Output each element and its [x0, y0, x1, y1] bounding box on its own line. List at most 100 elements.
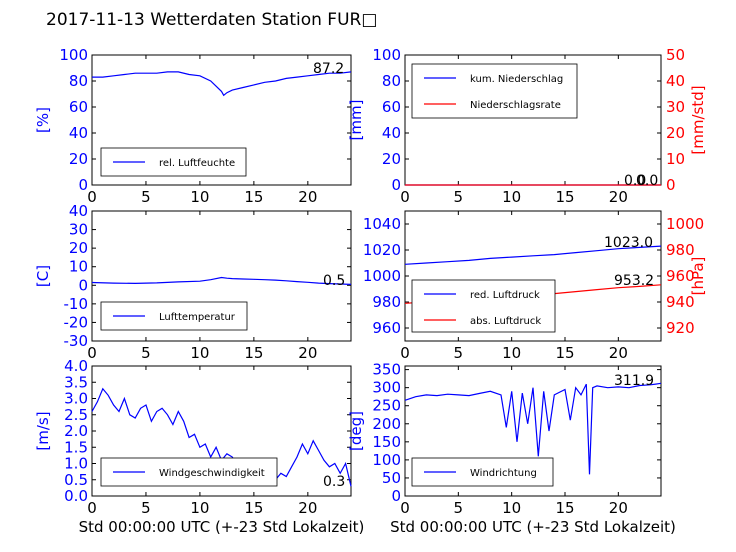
x-tick-label: 10 [502, 344, 521, 362]
x-tick-label: 15 [244, 499, 263, 517]
legend-label: kum. Niederschlag [470, 74, 563, 85]
x-tick-label: 5 [454, 188, 464, 206]
x-tick-label: 0 [87, 188, 97, 206]
panel-wind-direction: 0 5 10 15 20050100150200250300350[deg]Windri… [347, 361, 662, 517]
y2-tick-label: 50 [666, 46, 685, 64]
panel-humidity: 0 5 10 15 20 0 20 40 60 80 100 [%] rel. Luftfeuchte 8… [34, 46, 352, 206]
legend-label: abs. Luftdruck [470, 316, 541, 327]
y-tick-label: 2.5 [64, 406, 88, 424]
y-tick-label: 350 [372, 361, 401, 379]
y-tick-label: 80 [382, 72, 401, 90]
y-tick-label: 200 [372, 415, 401, 433]
y-tick-label: 50 [382, 469, 401, 487]
y2-tick-label: 10 [666, 150, 685, 168]
y-axis-label: [C] [34, 265, 52, 287]
x-tick-label: 5 [141, 344, 151, 362]
x-tick-label: 5 [141, 499, 151, 517]
y-tick-label: 150 [372, 433, 401, 451]
y2-axis-label: [hPa] [689, 257, 707, 296]
panel-temperature: 0 5 10 15 20-30-20-10010203040[C]Lufttempera… [34, 202, 352, 362]
series-line-0 [92, 71, 352, 97]
x-tick-label: 20 [298, 499, 317, 517]
y2-tick-label: 940 [666, 293, 695, 311]
series-line-0 [404, 382, 662, 475]
y-tick-label: 250 [372, 397, 401, 415]
y-tick-label: 1.5 [64, 438, 88, 456]
y-tick-label: 0 [391, 176, 401, 194]
y-tick-label: 1020 [363, 241, 401, 259]
panel-precipitation: 0 5 10 15 20 0 20 40 60 80 100 [mm] 0 10 20 30 40 50 [mm/s… [347, 46, 707, 206]
x-tick-label: 15 [244, 188, 263, 206]
y-tick-label: 980 [372, 293, 401, 311]
y-axis-label: [deg] [347, 411, 365, 451]
x-tick-label: 10 [190, 344, 209, 362]
x-tick-label: 20 [609, 188, 628, 206]
x-tick-label: 15 [555, 499, 574, 517]
y-tick-label: 2.0 [64, 422, 88, 440]
x-tick-label: 10 [502, 499, 521, 517]
y-tick-label: 100 [59, 46, 88, 64]
y-tick-label: 20 [69, 239, 88, 257]
y-tick-label: 0 [78, 276, 88, 294]
y-tick-label: 100 [372, 451, 401, 469]
last-value-label: 0.5 [323, 273, 345, 289]
y-axis-label: [m/s] [34, 411, 52, 450]
y-tick-label: 20 [69, 150, 88, 168]
x-tick-label: 10 [502, 188, 521, 206]
y-tick-label: 0 [78, 176, 88, 194]
x-tick-label: 20 [609, 499, 628, 517]
legend-label: red. Luftdruck [470, 290, 540, 301]
legend-box [411, 279, 556, 333]
x-axis-label-left: Std 00:00:00 UTC (+-23 Std Lokalzeit) [79, 518, 365, 536]
x-tick-label: 15 [244, 344, 263, 362]
y-tick-label: 3.5 [64, 373, 88, 391]
y-tick-label: -30 [64, 332, 89, 350]
legend-label: rel. Luftfeuchte [159, 158, 235, 169]
y2-tick-label: 980 [666, 241, 695, 259]
y2-tick-label: 960 [666, 267, 695, 285]
y-tick-label: 40 [69, 124, 88, 142]
y-axis-label: [mm] [347, 100, 365, 141]
legend-label: Lufttemperatur [159, 312, 236, 323]
last-value-label: 0.3 [323, 474, 345, 490]
legend-box [411, 63, 578, 119]
legend-label: Niederschlagsrate [470, 100, 561, 111]
y-tick-label: 80 [69, 72, 88, 90]
last-value-label-2: 0.0 [636, 173, 658, 189]
y-tick-label: 10 [69, 258, 88, 276]
y-tick-label: 0.0 [64, 487, 88, 505]
panel-wind-speed: 0 5 10 15 20 0.00.51.01.52.02.53.03.54.0 [m/s]… [34, 357, 352, 517]
x-tick-label: 10 [190, 188, 209, 206]
series-line-0 [404, 245, 662, 265]
legend-label: Windgeschwindigkeit [159, 468, 265, 479]
x-tick-label: 0 [87, 344, 97, 362]
figure-title: 2017-11-13 Wetterdaten Station FUR□ [46, 10, 378, 30]
y-tick-label: 40 [69, 202, 88, 220]
last-value-label: 311.9 [614, 373, 654, 389]
last-value-label-2: 953.2 [614, 273, 654, 289]
x-tick-label: 5 [454, 499, 464, 517]
x-tick-label: 0 [400, 188, 410, 206]
panel-pressure: 0 5 10 15 20 960 980 1000 1020 1040 920 940 960 980 10… [363, 210, 707, 362]
y-tick-label: 4.0 [64, 357, 88, 375]
y-tick-label: 960 [372, 319, 401, 337]
x-tick-label: 15 [555, 344, 574, 362]
last-value-label: 0.0 [624, 173, 646, 189]
last-value-label: 1023.0 [604, 235, 653, 251]
y-tick-label: 60 [69, 98, 88, 116]
y-tick-label: 1040 [363, 215, 401, 233]
x-tick-label: 5 [141, 188, 151, 206]
y-tick-label: 3.0 [64, 390, 88, 408]
x-tick-label: 20 [298, 188, 317, 206]
axes-frame [91, 54, 352, 186]
y-tick-label: 20 [382, 150, 401, 168]
y-tick-label: -20 [64, 313, 89, 331]
y-tick-label: 0.5 [64, 471, 88, 489]
x-axis-label-right: Std 00:00:00 UTC (+-23 Std Lokalzeit) [390, 518, 676, 536]
y-tick-label: 30 [69, 221, 88, 239]
y-tick-label: 40 [382, 124, 401, 142]
series-line-0 [91, 276, 352, 285]
x-tick-label: 10 [190, 499, 209, 517]
